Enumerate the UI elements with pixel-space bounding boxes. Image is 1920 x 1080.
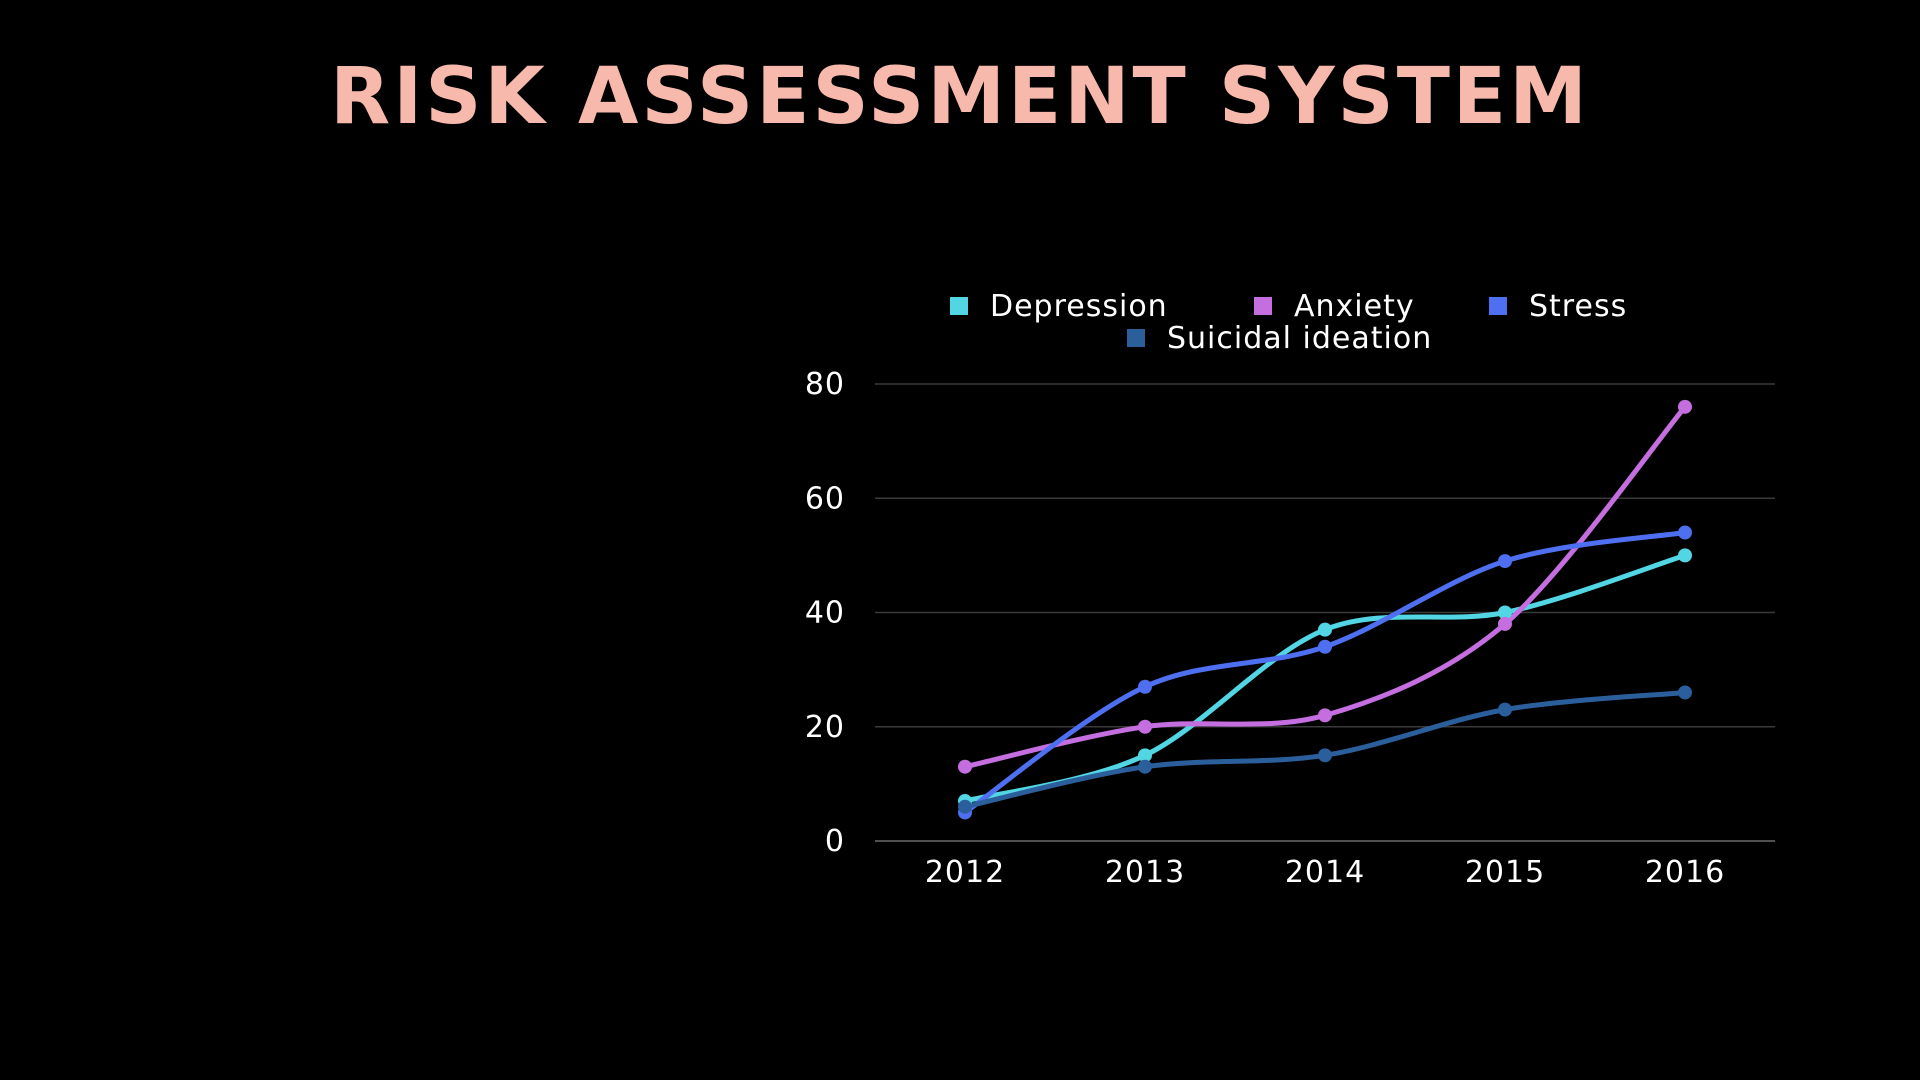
x-axis-ticks: 2012 2013 2014 2015 2016	[925, 855, 1725, 890]
data-point-suicidal-ideation-2016	[1678, 685, 1692, 700]
legend-label-stress: Stress	[1529, 289, 1627, 324]
series-points	[958, 399, 1692, 820]
data-point-suicidal-ideation-2014	[1318, 748, 1332, 763]
x-tick-label: 2013	[1105, 855, 1185, 890]
y-axis-ticks: 0 20 40 60 80	[805, 367, 845, 859]
data-point-depression-2015	[1498, 605, 1512, 620]
y-tick-label: 40	[805, 596, 845, 631]
y-tick-label: 0	[825, 824, 845, 859]
y-tick-label: 20	[805, 710, 845, 745]
data-point-depression-2014	[1318, 622, 1332, 637]
data-point-anxiety-2016	[1678, 399, 1692, 414]
data-point-suicidal-ideation-2013	[1138, 759, 1152, 774]
data-point-stress-2016	[1678, 525, 1692, 540]
data-point-suicidal-ideation-2015	[1498, 702, 1512, 717]
data-point-anxiety-2013	[1138, 719, 1152, 734]
legend-swatch-stress	[1489, 297, 1507, 315]
legend-label-depression: Depression	[990, 289, 1168, 324]
legend-swatch-depression	[950, 297, 968, 315]
x-tick-label: 2016	[1645, 855, 1725, 890]
data-point-stress-2014	[1318, 639, 1332, 654]
x-tick-label: 2015	[1465, 855, 1545, 890]
data-point-anxiety-2014	[1318, 708, 1332, 723]
x-tick-label: 2014	[1285, 855, 1365, 890]
series-line-anxiety	[962, 404, 1688, 770]
legend-label-suicidal-ideation: Suicidal ideation	[1167, 321, 1432, 356]
legend-label-anxiety: Anxiety	[1294, 289, 1415, 324]
data-point-suicidal-ideation-2012	[958, 799, 972, 814]
slide-title: RISK ASSESSMENT SYSTEM	[330, 52, 1590, 142]
data-point-anxiety-2012	[958, 759, 972, 774]
data-point-depression-2013	[1138, 748, 1152, 763]
chart-gridlines	[875, 383, 1775, 842]
series-line-depression	[962, 552, 1688, 804]
legend-swatch-suicidal-ideation	[1127, 329, 1145, 347]
series-line-stress	[962, 530, 1688, 815]
chart-legend: Depression Anxiety Stress Suicidal ideation	[950, 289, 1627, 356]
legend-swatch-anxiety	[1254, 297, 1272, 315]
data-point-stress-2015	[1498, 554, 1512, 569]
y-tick-label: 60	[805, 481, 845, 516]
data-point-anxiety-2015	[1498, 616, 1512, 631]
y-tick-label: 80	[805, 367, 845, 402]
data-point-stress-2013	[1138, 679, 1152, 694]
data-point-depression-2016	[1678, 548, 1692, 563]
x-tick-label: 2012	[925, 855, 1005, 890]
